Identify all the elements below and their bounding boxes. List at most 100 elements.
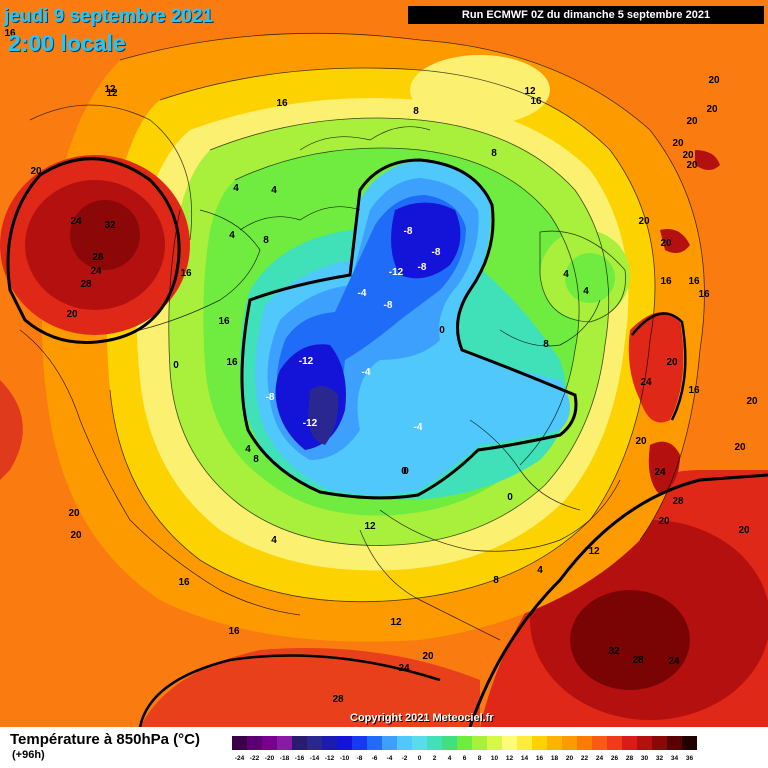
legend-swatch xyxy=(367,736,382,750)
isotherm-label: -8 xyxy=(384,300,393,311)
legend-tick-label: 22 xyxy=(581,755,589,762)
isotherm-label: 20 xyxy=(686,116,698,127)
isotherm-label: 20 xyxy=(682,150,694,161)
isotherm-label: 20 xyxy=(70,530,82,541)
isotherm-label: 32 xyxy=(104,220,116,231)
isotherm-label: -4 xyxy=(358,288,367,299)
legend-tick-label: -18 xyxy=(280,755,290,762)
heat-blob-east-2 xyxy=(648,441,680,495)
legend-swatch xyxy=(682,736,697,750)
legend-tick-label: -16 xyxy=(295,755,305,762)
isotherm-label: 16 xyxy=(530,96,542,107)
forecast-local-time: 2:00 locale xyxy=(8,30,126,56)
legend-tick-label: -22 xyxy=(250,755,260,762)
legend-swatch xyxy=(577,736,592,750)
legend-tick-label: -4 xyxy=(387,755,393,762)
isotherm-24c-contour-southeast xyxy=(468,473,768,727)
legend-tick-label: -8 xyxy=(357,755,363,762)
isotherm-label: 24 xyxy=(640,377,652,388)
isotherm-label: -4 xyxy=(414,422,423,433)
legend-tick-label: -14 xyxy=(310,755,320,762)
isotherm-label: 20 xyxy=(658,516,670,527)
legend-tick-label: 36 xyxy=(686,755,694,762)
isotherm-label: -8 xyxy=(266,392,275,403)
legend-tick-label: 34 xyxy=(671,755,679,762)
isotherm-label: 16 xyxy=(4,28,16,39)
legend-tick-label: -20 xyxy=(265,755,275,762)
isotherm-label: 16 xyxy=(178,577,190,588)
legend-swatch xyxy=(427,736,442,750)
isotherm-label: 8 xyxy=(253,454,259,465)
isotherm-24c-contour-east xyxy=(631,312,687,421)
cool-spot-east-inner xyxy=(565,253,615,303)
isotherm-label: 24 xyxy=(90,266,102,277)
isotherm-label: 8 xyxy=(413,106,419,117)
legend-swatch xyxy=(622,736,637,750)
isotherm-label: 24 xyxy=(70,216,82,227)
isotherm-label: 16 xyxy=(180,268,192,279)
isotherm-label: 24 xyxy=(654,467,666,478)
heat-dome-northwest-inner xyxy=(70,200,140,270)
thin-isotherms xyxy=(29,32,705,603)
legend-tick-label: 12 xyxy=(506,755,514,762)
legend-swatch xyxy=(352,736,367,750)
isotherm-label: 4 xyxy=(229,230,235,241)
isotherm-label: 4 xyxy=(563,269,569,280)
isotherm-label: 4 xyxy=(271,535,277,546)
model-run-info: Run ECMWF 0Z du dimanche 5 septembre 202… xyxy=(408,6,764,24)
parameter-title: Température à 850hPa (°C) xyxy=(10,731,200,748)
legend-swatch xyxy=(442,736,457,750)
isotherm-label: 16 xyxy=(660,276,672,287)
legend-swatch xyxy=(322,736,337,750)
cold-core-north xyxy=(391,202,461,279)
forecast-hour: (+96h) xyxy=(12,749,45,761)
isotherm-label: 0 xyxy=(403,466,409,477)
isotherm-label: 12 xyxy=(390,617,402,628)
isotherm-label: 24 xyxy=(398,663,410,674)
legend-swatch xyxy=(247,736,262,750)
isotherm-label: 28 xyxy=(80,279,92,290)
legend-swatch xyxy=(457,736,472,750)
heat-zone-west xyxy=(0,380,23,480)
isotherm-label: 12 xyxy=(588,546,600,557)
isotherm-label: 20 xyxy=(738,525,750,536)
legend-swatch xyxy=(382,736,397,750)
isotherm-label: 16 xyxy=(218,316,230,327)
isotherm-label: 4 xyxy=(271,185,277,196)
legend-tick-label: 30 xyxy=(641,755,649,762)
cold-core-west-inner xyxy=(308,386,339,445)
isotherm-label: 4 xyxy=(245,444,251,455)
isotherm-label: 20 xyxy=(30,166,42,177)
legend-swatch xyxy=(547,736,562,750)
legend-swatch xyxy=(652,736,667,750)
legend-swatch xyxy=(487,736,502,750)
map-footer: Température à 850hPa (°C) (+96h) -24 -22-… xyxy=(0,727,768,768)
legend-swatch xyxy=(397,736,412,750)
isotherm-label: 0 xyxy=(507,492,513,503)
isotherm-label: -8 xyxy=(418,262,427,273)
legend-tick-label: -2 xyxy=(402,755,408,762)
isotherm-label: 20 xyxy=(686,160,698,171)
isotherm-label: 12 xyxy=(524,86,536,97)
isotherm-label: 16 xyxy=(688,276,700,287)
coastlines xyxy=(19,126,621,641)
legend-swatch xyxy=(472,736,487,750)
legend-tick-label: 18 xyxy=(551,755,559,762)
isotherm-label: 20 xyxy=(708,75,720,86)
isotherm-24c-contour-south xyxy=(138,654,441,727)
heat-core-southeast-inner xyxy=(570,590,690,690)
legend-swatch xyxy=(592,736,607,750)
legend-tick-label: 2 xyxy=(433,755,437,762)
isotherm-label: 0 xyxy=(439,325,445,336)
isotherm-label: 20 xyxy=(746,396,758,407)
isotherm-label: 20 xyxy=(666,357,678,368)
legend-swatch xyxy=(412,736,427,750)
legend-swatch xyxy=(532,736,547,750)
legend-swatch xyxy=(277,736,292,750)
isotherm-label: -12 xyxy=(389,267,404,278)
isotherm-label: 16 xyxy=(688,385,700,396)
isotherm-0c-contour xyxy=(240,158,578,500)
legend-tick-label: 24 xyxy=(596,755,604,762)
legend-tick-label: 8 xyxy=(478,755,482,762)
